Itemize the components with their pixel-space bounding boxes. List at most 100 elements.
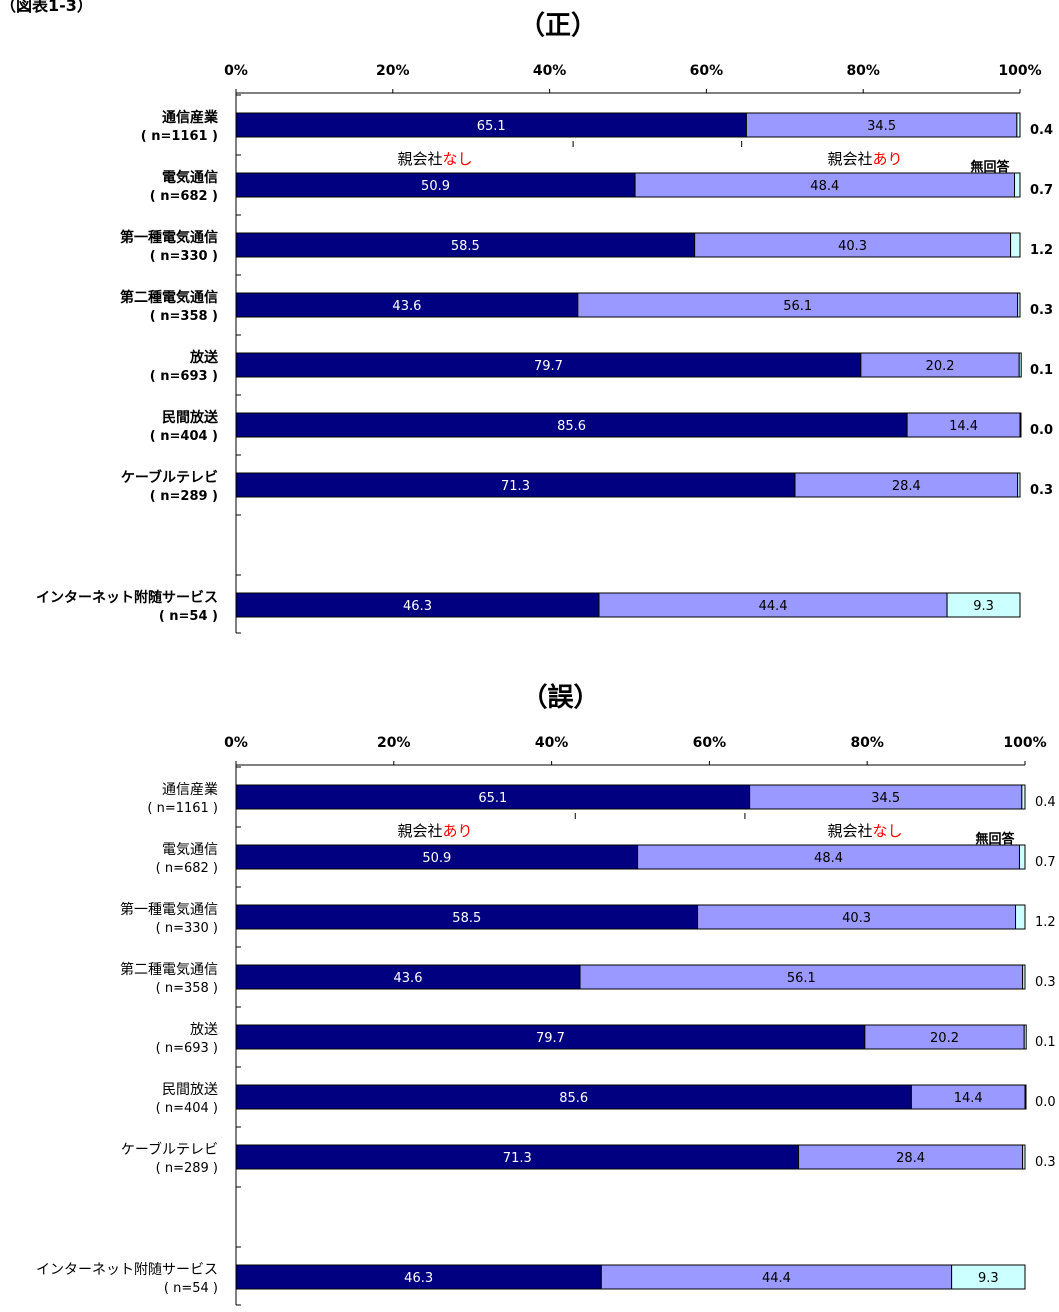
chart-incorrect-category-label: ケーブルテレビ (121, 1141, 218, 1158)
chart-incorrect-xtick-label: 100% (1003, 735, 1046, 751)
chart-incorrect-legend-left: 親会社あり (397, 822, 472, 840)
chart-incorrect-bar-label: 65.1 (478, 791, 507, 806)
chart-incorrect-bar-s1 (235, 844, 639, 870)
chart-correct-bar-label: 44.4 (759, 599, 788, 614)
chart-correct-xtick-label: 20% (376, 63, 410, 79)
chart-correct-legend-left: 親会社なし (397, 150, 472, 168)
chart-correct-legend-right: 親会社あり (827, 150, 902, 168)
chart-incorrect-n-label: ( n=404 ) (156, 1101, 218, 1116)
chart-correct-bar-s3 (946, 592, 1021, 618)
chart-incorrect-bar-s3 (1018, 844, 1026, 870)
chart-incorrect-xtick-label: 60% (693, 735, 727, 751)
chart-incorrect-bar-label: 48.4 (814, 851, 843, 866)
chart-correct-outside-label: 0.0 (1030, 423, 1053, 438)
chart-correct-category-label: 民間放送 (162, 409, 219, 426)
chart-incorrect-bar-label: 28.4 (896, 1151, 925, 1166)
chart-correct-category-label: 通信産業 (162, 109, 219, 126)
chart-correct-legend-left-base: 親会社 (397, 150, 442, 168)
chart-incorrect-category-label: 民間放送 (162, 1082, 218, 1098)
chart-correct-bar-s2 (634, 172, 1016, 198)
chart-incorrect-category-label: 電気通信 (162, 842, 218, 858)
chart-incorrect-n-label: ( n=693 ) (156, 1041, 218, 1056)
chart-correct: （正） 0% 20% 40% 60% 80% 100% 65.1 34.5 0.4 通信産業 ( n=… (0, 0, 1059, 634)
chart-incorrect-bar-label: 50.9 (422, 851, 451, 866)
chart-correct-bar-s2 (577, 292, 1019, 318)
chart-correct-legend-third: 無回答 (970, 159, 1010, 175)
chart-correct-outside-label: 0.4 (1030, 123, 1053, 138)
chart-incorrect-xtick-label: 40% (535, 735, 569, 751)
chart-incorrect-bar-s3 (1024, 1084, 1027, 1110)
chart-correct-bar-s3 (1017, 472, 1021, 498)
chart-correct-bar-label: 20.2 (926, 359, 955, 374)
chart-incorrect-n-label: ( n=289 ) (156, 1161, 218, 1176)
chart-incorrect-category-label: 第一種電気通信 (120, 901, 218, 918)
chart-incorrect: （誤） 0% 20% 40% 60% 80% 100% 65.1 34.5 0.4 通信産業 ( n=… (0, 672, 1059, 1306)
chart-incorrect-bar-label: 9.3 (978, 1271, 999, 1286)
chart-incorrect-category-label: 第二種電気通信 (120, 961, 218, 978)
chart-incorrect-bar-s3 (1015, 904, 1026, 930)
chart-incorrect-svg: （誤） 0% 20% 40% 60% 80% 100% 65.1 34.5 0.4 通信産業 ( n=… (36, 682, 1056, 1306)
chart-incorrect-n-label: ( n=54 ) (164, 1281, 218, 1296)
chart-incorrect-category-label: 通信産業 (162, 782, 218, 798)
chart-incorrect-bar-s1 (235, 964, 581, 990)
chart-correct-bar-s2 (794, 472, 1019, 498)
chart-incorrect-bar-s1 (235, 904, 699, 930)
chart-incorrect-bar-s1 (235, 784, 751, 810)
chart-incorrect-bar-s3 (1022, 1144, 1026, 1170)
chart-incorrect-bar-label: 46.3 (404, 1271, 433, 1286)
chart-correct-bar-s3 (1014, 172, 1021, 198)
chart-incorrect-bar-label: 40.3 (842, 911, 871, 926)
chart-incorrect-bar-s1 (235, 1024, 866, 1050)
chart-correct-n-label: ( n=358 ) (150, 309, 218, 324)
chart-correct-bar-s1 (235, 592, 600, 618)
chart-correct-category-label: ケーブルテレビ (121, 469, 218, 486)
chart-correct-bar-label: 50.9 (421, 179, 450, 194)
chart-incorrect-xtick-label: 0% (224, 735, 248, 751)
chart-correct-bar-label: 56.1 (783, 299, 812, 314)
chart-incorrect-outside-label: 0.1 (1035, 1035, 1056, 1050)
chart-incorrect-bar-label: 71.3 (503, 1151, 532, 1166)
chart-incorrect-bar-s1 (235, 1144, 800, 1170)
chart-correct-n-label: ( n=330 ) (150, 249, 218, 264)
chart-correct-bar-label: 48.4 (810, 179, 839, 194)
chart-correct-bar-s3 (1018, 352, 1022, 378)
chart-incorrect-legend-left-accent: あり (443, 822, 473, 840)
chart-correct-bar-label: 65.1 (477, 119, 506, 134)
chart-correct-bar-s2 (598, 592, 948, 618)
chart-incorrect-outside-label: 0.0 (1035, 1095, 1056, 1110)
chart-correct-legend-right-base: 親会社 (827, 150, 872, 168)
chart-incorrect-bar-label: 34.5 (871, 791, 900, 806)
chart-incorrect-legend-left-base: 親会社 (397, 822, 442, 840)
chart-incorrect-xtick-label: 80% (850, 735, 884, 751)
chart-correct-bar-s2 (860, 352, 1020, 378)
chart-correct-bar-label: 14.4 (949, 419, 978, 434)
chart-correct-bar-s1 (235, 472, 796, 498)
chart-incorrect-legend-third: 無回答 (975, 831, 1015, 847)
chart-correct-n-label: ( n=404 ) (150, 429, 218, 444)
chart-incorrect-n-label: ( n=682 ) (156, 861, 218, 876)
chart-correct-bar-label: 58.5 (451, 239, 480, 254)
chart-correct-outside-label: 1.2 (1030, 243, 1053, 258)
chart-correct-bar-s3 (1017, 292, 1021, 318)
chart-correct-xtick-label: 40% (533, 63, 567, 79)
chart-correct-bar-label: 46.3 (403, 599, 432, 614)
chart-incorrect-xtick-label: 20% (377, 735, 411, 751)
chart-incorrect-bar-s3 (1021, 784, 1026, 810)
chart-incorrect-bar-label: 56.1 (787, 971, 816, 986)
chart-incorrect-outside-label: 1.2 (1035, 915, 1056, 930)
chart-incorrect-bar-s3 (951, 1264, 1026, 1290)
chart-incorrect-legend-right: 親会社なし (827, 822, 902, 840)
chart-correct-bar-s1 (235, 232, 696, 258)
chart-incorrect-n-label: ( n=330 ) (156, 921, 218, 936)
chart-correct-outside-label: 0.1 (1030, 363, 1053, 378)
chart-correct-bar-s3 (1019, 412, 1022, 438)
chart-correct-bar-label: 34.5 (867, 119, 896, 134)
chart-incorrect-bar-s2 (749, 784, 1023, 810)
chart-incorrect-title: （誤） (521, 682, 599, 713)
chart-correct-title: （正） (519, 11, 597, 41)
chart-incorrect-outside-label: 0.4 (1035, 795, 1056, 810)
chart-incorrect-bar-s2 (600, 1264, 953, 1290)
chart-correct-xtick-label: 0% (224, 63, 248, 79)
chart-correct-category-label: インターネット附随サービス (36, 589, 218, 606)
chart-correct-category-label: 放送 (189, 349, 219, 366)
